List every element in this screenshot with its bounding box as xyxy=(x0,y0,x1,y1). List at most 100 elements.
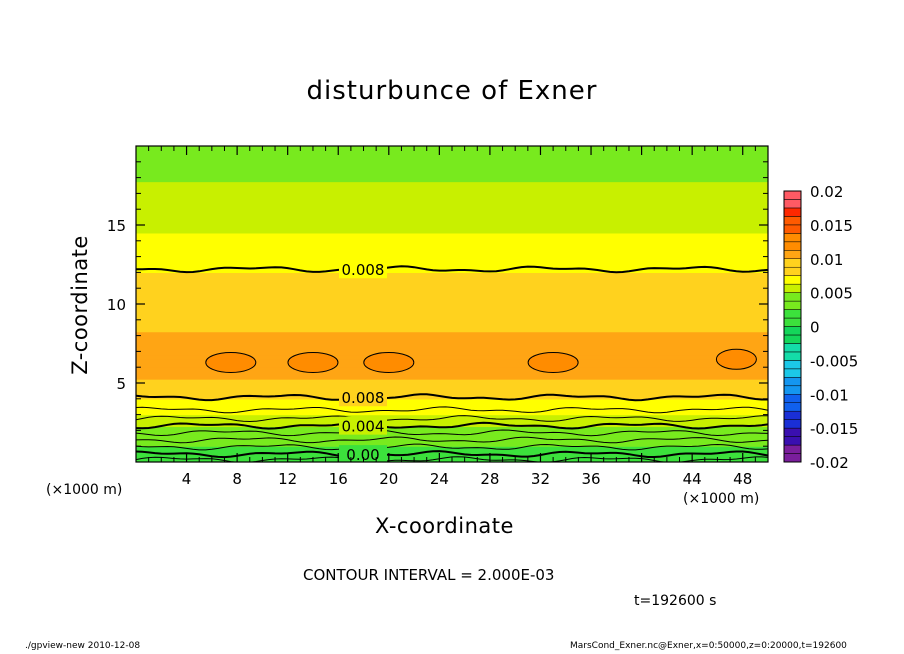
x-axis-label: X-coordinate xyxy=(375,514,514,538)
fill-band xyxy=(136,292,768,297)
closed-contour xyxy=(205,351,257,373)
fill-band xyxy=(136,311,768,317)
contour-label: 0.008 xyxy=(342,389,385,407)
fill-band xyxy=(136,213,768,218)
contour-label: 0.008 xyxy=(342,261,385,279)
colorbar-cell xyxy=(783,351,802,361)
fill-band xyxy=(136,256,768,262)
fill-band xyxy=(136,304,768,309)
fill-band xyxy=(136,422,768,428)
fill-band xyxy=(136,272,768,277)
contour-line xyxy=(136,406,768,414)
fill-band xyxy=(136,363,768,368)
closed-contour xyxy=(287,351,339,373)
colorbar-label: -0.02 xyxy=(810,454,849,472)
contour-line xyxy=(136,415,768,423)
colorbar-cell xyxy=(783,410,802,420)
contour-line xyxy=(136,429,768,437)
fill-band xyxy=(136,351,768,356)
x-unit-label-right: (×1000 m) xyxy=(683,491,760,507)
fill-band xyxy=(136,149,768,155)
x-tick-label: 44 xyxy=(683,470,702,488)
fill-band xyxy=(136,197,768,202)
fill-band xyxy=(136,300,768,305)
contour-layer: 0.008 0.008 0.004 0.00 xyxy=(136,260,768,464)
fill-band xyxy=(136,181,768,187)
x-tick-label: 8 xyxy=(232,470,242,488)
contour-line xyxy=(136,436,768,444)
fill-band xyxy=(136,157,768,163)
colorbar-cell xyxy=(783,241,802,251)
fill-band xyxy=(136,434,768,439)
fill-band xyxy=(136,264,768,270)
fill-band xyxy=(136,442,768,447)
fill-band xyxy=(136,402,768,408)
colorbar-label: -0.005 xyxy=(810,352,858,370)
colorbar-cell xyxy=(783,199,802,209)
colorbar-cell xyxy=(783,250,802,259)
fill-band xyxy=(136,248,768,254)
fill-band xyxy=(136,217,768,222)
fill-band xyxy=(136,228,768,234)
fill-band xyxy=(136,161,768,167)
x-tick-label: 36 xyxy=(581,470,600,488)
y-tick-label: 15 xyxy=(107,217,126,235)
colorbar-cell xyxy=(783,427,802,437)
fill-band xyxy=(136,189,768,194)
contour-label-bg xyxy=(339,416,387,435)
colorbar-cell xyxy=(783,394,802,403)
y-tick-label: 10 xyxy=(107,296,126,314)
colorbar-cell xyxy=(783,453,802,463)
fill-band xyxy=(136,307,768,313)
fill-band xyxy=(136,319,768,325)
colorbar-cell xyxy=(783,207,802,217)
colorbar-label: 0.02 xyxy=(810,183,843,201)
y-tick-label: 5 xyxy=(116,375,126,393)
x-tick-label: 4 xyxy=(182,470,192,488)
x-tick-label: 40 xyxy=(632,470,651,488)
fill-band xyxy=(136,386,768,392)
fill-band xyxy=(136,236,768,242)
fill-band xyxy=(136,296,768,301)
fill-band xyxy=(136,327,768,333)
colorbar-label: -0.015 xyxy=(810,420,858,438)
colorbar-cell xyxy=(783,275,802,285)
fill-band xyxy=(136,244,768,250)
closed-contour xyxy=(527,351,579,373)
fill-band xyxy=(136,260,768,266)
fill-band xyxy=(136,379,768,384)
contour-label-bg xyxy=(339,260,387,279)
fill-band xyxy=(136,367,768,372)
fill-band xyxy=(136,355,768,360)
colorbar-cell xyxy=(783,334,802,344)
fill-band xyxy=(136,169,768,175)
fill-band xyxy=(136,280,768,285)
footer-source: MarsCond_Exner.nc@Exner,x=0:50000,z=0:20… xyxy=(570,641,847,651)
contour-line xyxy=(136,443,768,451)
fill-band xyxy=(136,430,768,435)
contour-interval-label: CONTOUR INTERVAL = 2.000E-03 xyxy=(303,566,555,584)
colorbar-cell xyxy=(783,233,802,243)
colorbar-cell xyxy=(783,402,802,412)
colorbar-cell xyxy=(783,283,802,293)
contour-label: 0.00 xyxy=(346,446,379,464)
fill-band xyxy=(136,240,768,246)
colorbar-cell xyxy=(783,292,802,302)
closed-contour xyxy=(363,351,415,373)
contour-line xyxy=(136,393,768,402)
colorbar-frame xyxy=(783,190,802,463)
chart-title: disturbunce of Exner xyxy=(306,76,598,106)
closed-contour xyxy=(715,348,757,370)
colorbar-cell xyxy=(783,266,802,276)
x-tick-label: 16 xyxy=(329,470,348,488)
contour-label: 0.004 xyxy=(342,418,385,436)
fill-band xyxy=(136,347,768,352)
fill-band xyxy=(136,339,768,345)
fill-band xyxy=(136,177,768,183)
x-tick-label: 28 xyxy=(480,470,499,488)
fill-band xyxy=(136,185,768,191)
contour-line xyxy=(136,265,768,274)
colorbar-cell xyxy=(783,444,802,454)
fill-band xyxy=(136,359,768,364)
